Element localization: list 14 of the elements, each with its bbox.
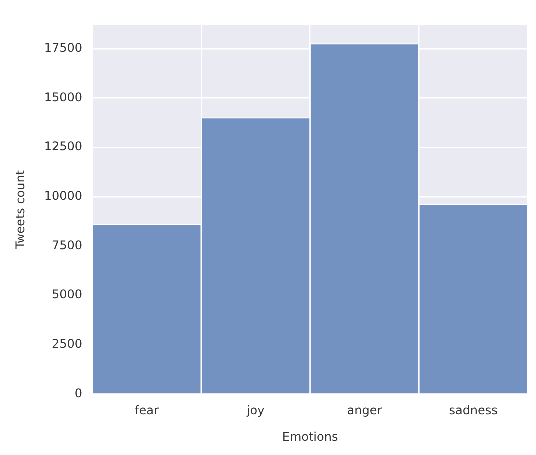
y-axis-title: Tweets count — [13, 170, 28, 250]
y-tick-label: 0 — [74, 386, 83, 400]
y-tick-label: 5000 — [52, 288, 83, 302]
y-tick-label: 10000 — [44, 189, 83, 203]
x-tick-label: joy — [246, 404, 265, 418]
y-tick-label: 17500 — [44, 41, 83, 56]
y-tick-label: 12500 — [44, 140, 83, 154]
y-tick-label: 7500 — [52, 238, 83, 252]
x-tick-label: sadness — [449, 404, 498, 418]
x-tick-label: fear — [135, 404, 160, 418]
y-tick-label: 2500 — [52, 336, 83, 351]
y-tick-label: 15000 — [44, 90, 83, 104]
x-axis-title: Emotions — [282, 430, 338, 444]
x-tick-label: anger — [347, 404, 382, 418]
